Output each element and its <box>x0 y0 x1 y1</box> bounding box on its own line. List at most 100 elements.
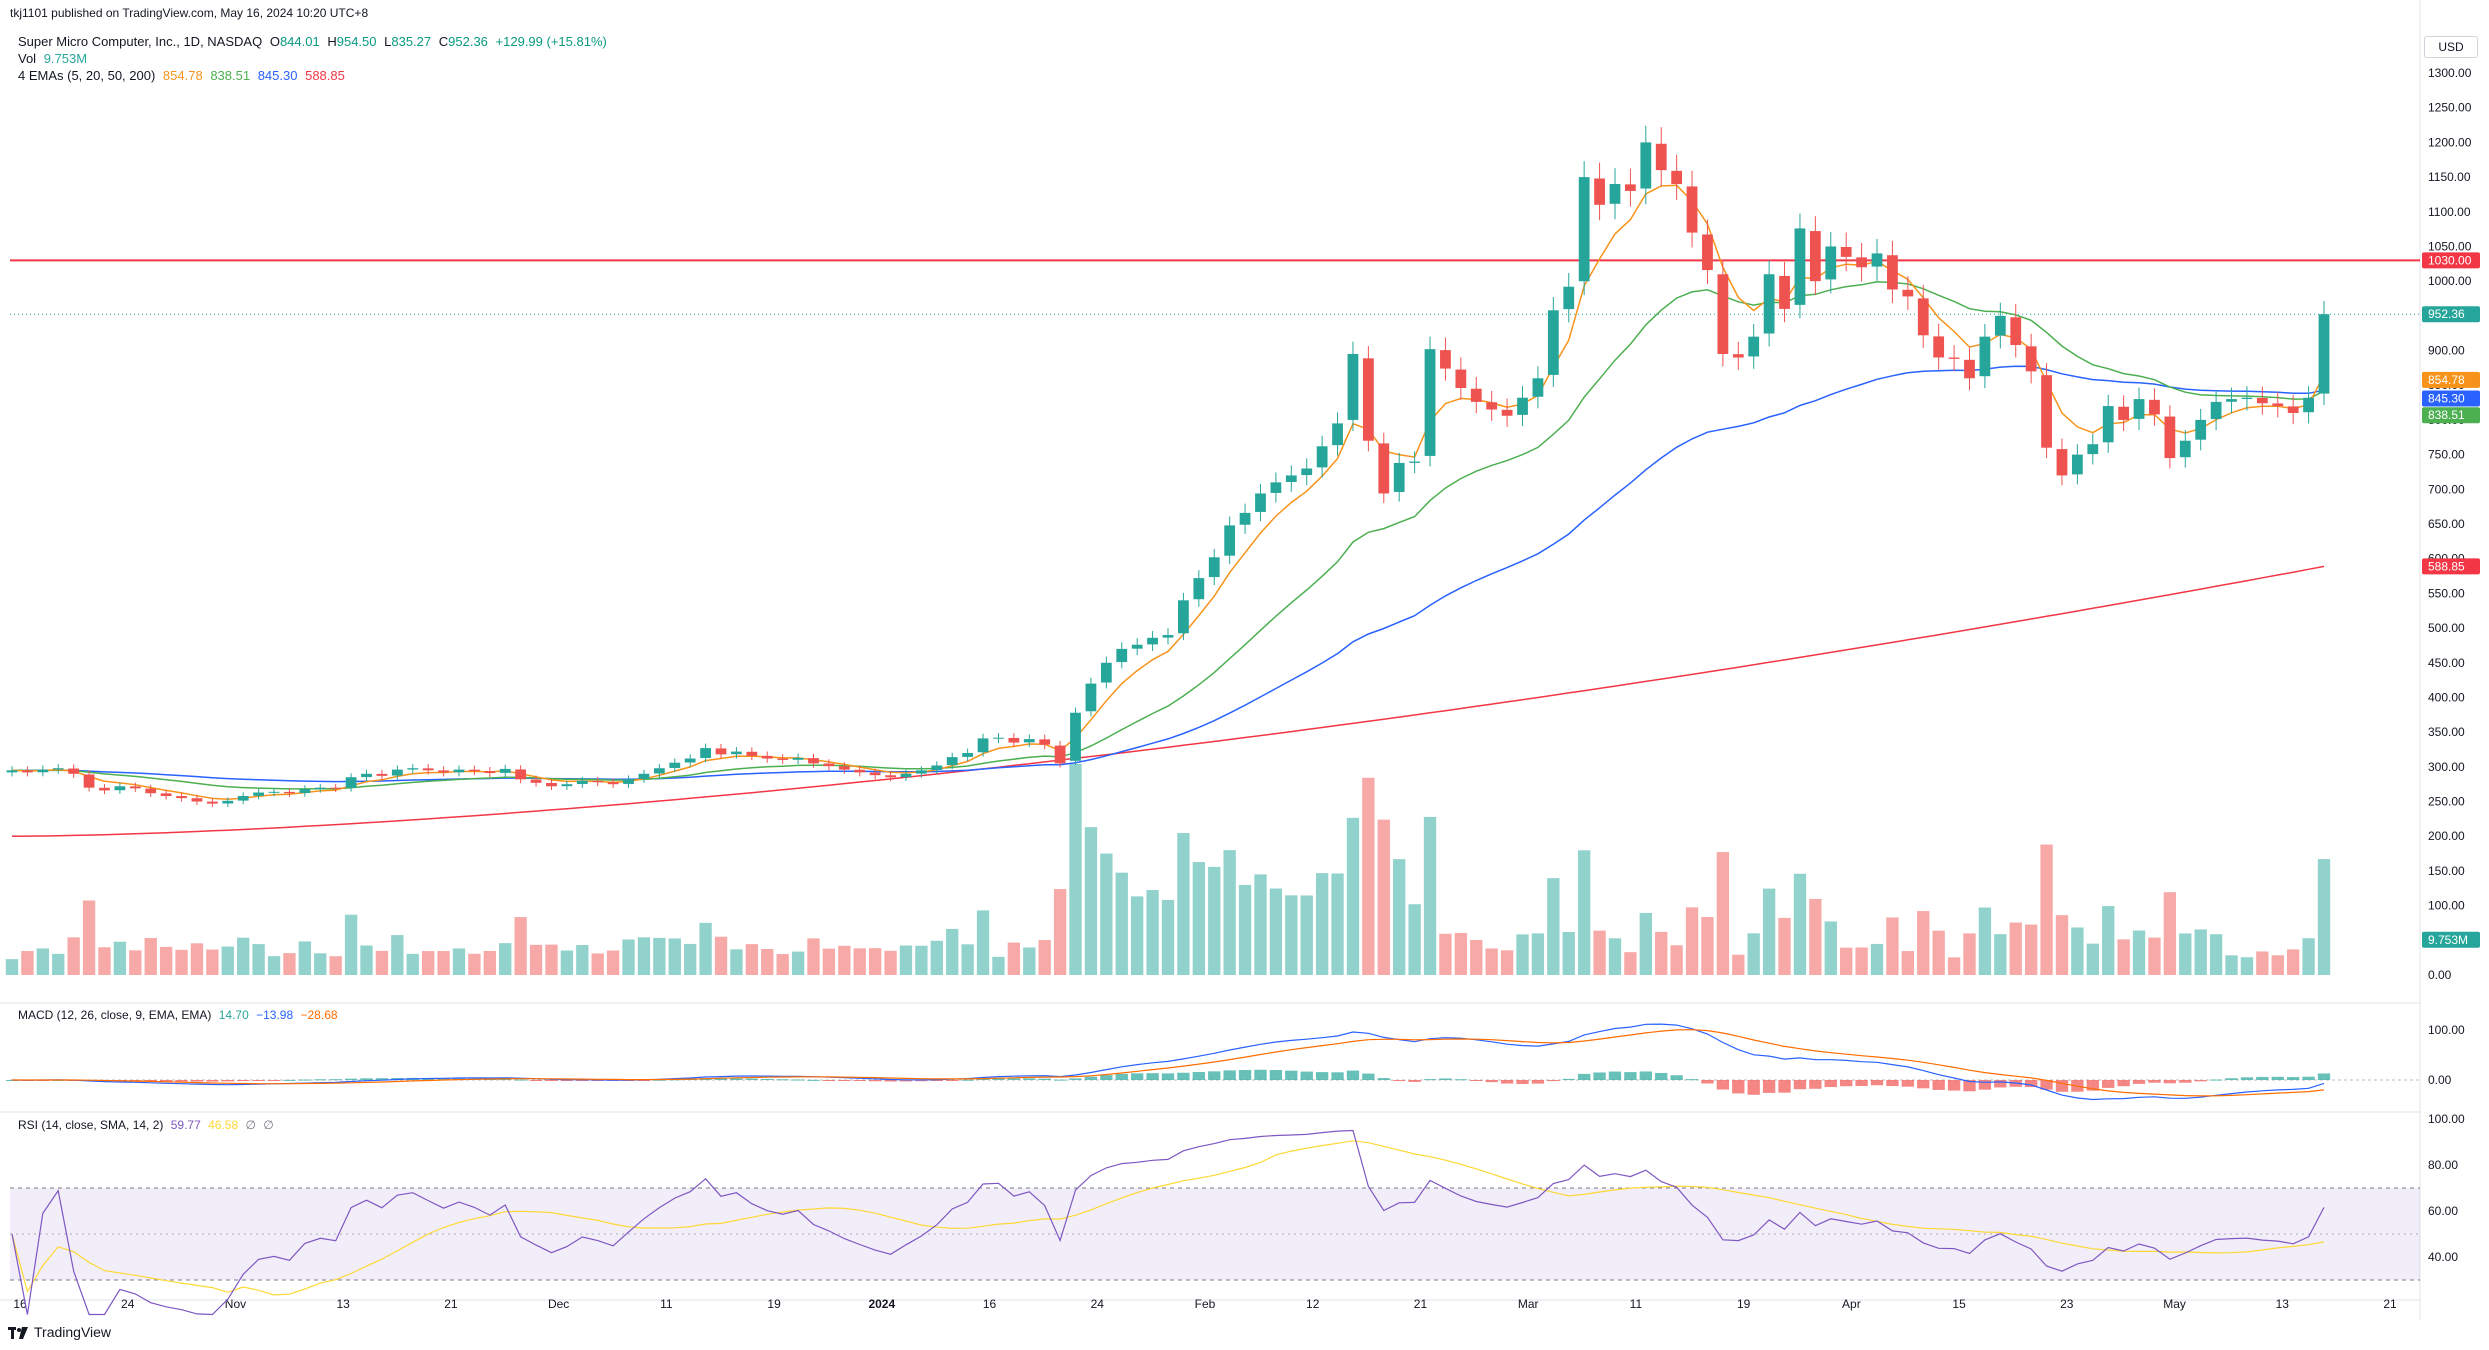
volume-bar <box>1238 884 1252 975</box>
macd-histogram-bar <box>1470 1080 1483 1081</box>
candle-body <box>576 780 588 785</box>
candle-body <box>1085 683 1097 712</box>
time-tick-label: 24 <box>1091 1297 1105 1311</box>
time-tick-label: May <box>2163 1297 2186 1311</box>
candle-body <box>438 770 449 773</box>
candle-body <box>1732 354 1744 358</box>
macd-legend-label: MACD (12, 26, close, 9, EMA, EMA) <box>18 1008 212 1022</box>
candle-body <box>653 768 665 774</box>
volume-bar <box>1470 939 1483 975</box>
macd-histogram-bar <box>1732 1080 1745 1094</box>
volume-bar <box>1084 827 1098 975</box>
candle-body <box>484 771 496 774</box>
candle-body <box>2056 449 2068 476</box>
volume-bar <box>2117 939 2130 975</box>
macd-histogram-bar <box>1577 1073 1591 1080</box>
publish-line: tkj1101 published on TradingView.com, Ma… <box>10 6 369 20</box>
volume-bar <box>1223 850 1236 975</box>
macd-histogram-bar <box>714 1078 728 1080</box>
ema-legend[interactable]: 4 EMAs (5, 20, 50, 200) 854.78 838.51 84… <box>18 68 349 83</box>
macd-histogram-bar <box>2102 1080 2115 1088</box>
candle-body <box>1578 177 1590 282</box>
macd-histogram-bar <box>283 1079 296 1081</box>
volume-bar <box>946 928 959 975</box>
candle-body <box>1856 257 1867 268</box>
volume-bar <box>1994 934 2007 975</box>
volume-bar <box>437 951 450 975</box>
price-tick-label: 1050.00 <box>2428 239 2472 253</box>
volume-bar <box>329 956 342 975</box>
volume-bar <box>1655 931 1668 975</box>
candle-body <box>2087 444 2099 455</box>
candle-body <box>1779 275 1790 309</box>
macd-histogram-bar <box>2055 1080 2069 1092</box>
candle-body <box>1332 423 1343 446</box>
currency-button[interactable]: USD <box>2424 36 2478 58</box>
macd-histogram-bar <box>1531 1080 1545 1084</box>
volume-bar <box>82 900 96 975</box>
volume-bar <box>421 951 435 975</box>
symbol-name[interactable]: Super Micro Computer, Inc., 1D, NASDAQ <box>18 34 263 49</box>
candle-body <box>931 765 943 771</box>
macd-histogram-bar <box>1007 1078 1021 1080</box>
price-tick-label: 300.00 <box>2428 760 2465 774</box>
volume-legend[interactable]: Vol 9.753M <box>18 51 91 66</box>
candle-body <box>731 751 742 755</box>
macd-histogram-bar <box>1994 1080 2007 1088</box>
candle-body <box>823 763 835 767</box>
candle-body <box>330 787 342 789</box>
ema5-line <box>11 184 2325 800</box>
macd-legend[interactable]: MACD (12, 26, close, 9, EMA, EMA) 14.70 … <box>18 1008 342 1022</box>
macd-histogram-bar <box>1038 1078 1051 1080</box>
macd-histogram-bar <box>529 1080 543 1081</box>
candle-body <box>592 780 604 783</box>
candle-body <box>1871 253 1883 267</box>
candle-body <box>761 755 773 759</box>
volume-bar <box>2055 915 2069 975</box>
macd-histogram-bar <box>1377 1078 1390 1080</box>
volume-bar <box>206 949 219 975</box>
candle-body <box>700 748 711 758</box>
macd-histogram-bar <box>1747 1080 1760 1095</box>
candle-body <box>1609 184 1621 204</box>
candle-body <box>1825 246 1837 280</box>
macd-histogram-bar <box>868 1080 882 1082</box>
candle-body <box>1270 482 1282 493</box>
candle-body <box>299 789 311 794</box>
macd-tick-label: 100.00 <box>2428 1023 2465 1037</box>
volume-bar <box>1747 933 1760 975</box>
candle-body <box>515 769 527 780</box>
candle-body <box>1702 234 1713 271</box>
candle-body <box>1686 186 1698 233</box>
macd-histogram-bar <box>344 1078 358 1080</box>
volume-bar <box>344 914 358 975</box>
macd-histogram-bar <box>1624 1072 1637 1080</box>
volume-bar <box>2179 933 2192 975</box>
candle-body <box>1994 315 2006 336</box>
rsi-legend[interactable]: RSI (14, close, SMA, 14, 2) 59.77 46.58 … <box>18 1118 278 1132</box>
rsi-band <box>10 1188 2420 1280</box>
volume-bar <box>1932 930 1945 975</box>
volume-bar <box>668 938 681 975</box>
candle-body <box>1131 644 1143 649</box>
macd-signal-value: −13.98 <box>256 1008 294 1022</box>
time-tick-label: 15 <box>1952 1297 1966 1311</box>
macd-histogram-bar <box>976 1078 990 1080</box>
volume-bar <box>961 944 974 975</box>
time-tick-label: Nov <box>225 1297 246 1311</box>
candle-body <box>145 788 157 794</box>
candle-body <box>1162 635 1174 638</box>
candle-body <box>469 769 480 772</box>
macd-histogram-bar <box>730 1078 743 1080</box>
volume-bar <box>1346 817 1360 975</box>
volume-bar <box>1439 933 1452 975</box>
macd-histogram-bar <box>1084 1076 1098 1080</box>
price-tick-label: 350.00 <box>2428 725 2465 739</box>
macd-histogram-bar <box>1855 1080 1868 1086</box>
macd-histogram-bar <box>2317 1073 2331 1080</box>
candle-body <box>885 775 896 778</box>
volume-bar <box>452 948 466 975</box>
volume-bar <box>714 936 728 975</box>
tradingview-brand[interactable]: TradingView <box>8 1324 111 1340</box>
